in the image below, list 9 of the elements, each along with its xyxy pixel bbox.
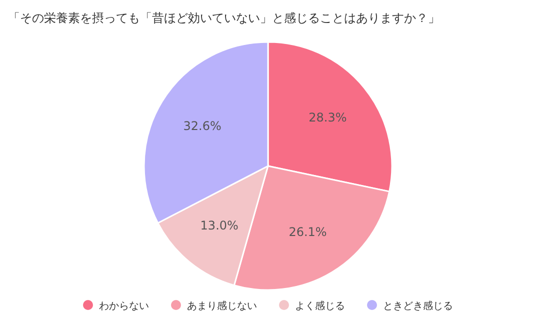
data-label: 28.3% <box>308 110 347 125</box>
legend-label: わからない <box>99 301 149 312</box>
data-label: 13.0% <box>200 218 238 233</box>
legend-label: ときどき感じる <box>383 300 453 312</box>
chart-title: 「その栄養素を摂っても「昔ほど効いていない」と感じることはありますか？」 <box>8 11 440 25</box>
data-label: 26.1% <box>288 224 327 239</box>
legend-label: よく感じる <box>295 300 345 312</box>
legend-label: あまり感じない <box>187 300 257 312</box>
data-label: 32.6% <box>183 119 222 134</box>
